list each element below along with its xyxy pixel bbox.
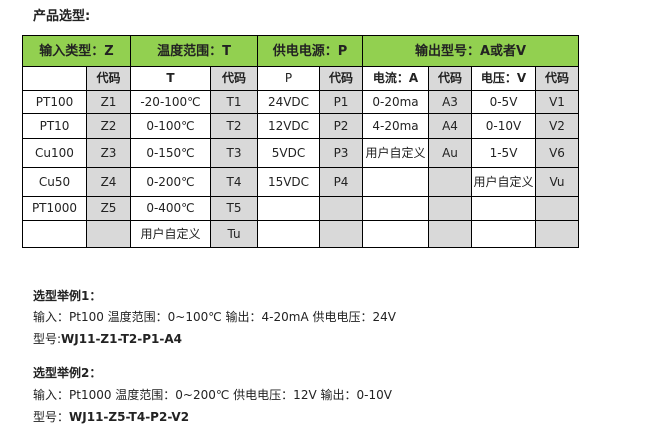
table-cell: T3 (210, 138, 258, 168)
table-cell: P1 (319, 90, 363, 114)
table-cell (319, 220, 363, 248)
subheader-cell: 代码 (319, 66, 363, 91)
table-cell: 0-100℃ (130, 113, 211, 139)
subheader-cell: P (257, 66, 320, 91)
subheader-cell: 电流：A (362, 66, 429, 91)
table-cell (471, 196, 536, 221)
table-cell (22, 220, 87, 248)
header-cell: 温度范围：T (130, 35, 258, 67)
table-cell: 0-150℃ (130, 138, 211, 168)
example-2-model: 型号：WJ11-Z5-T4-P2-V2 (33, 410, 190, 424)
table-cell: Z1 (86, 90, 131, 114)
subheader-row: 代码 T 代码 P 代码 电流：A 代码 电压：V 代码 (22, 66, 579, 91)
table-cell: 24VDC (257, 90, 320, 114)
table-cell: PT1000 (22, 196, 87, 221)
table-cell: P2 (319, 113, 363, 139)
table-cell: 0-400℃ (130, 196, 211, 221)
table-cell: PT100 (22, 90, 87, 114)
table-row: Cu50 Z4 0-200℃ T4 15VDC P4 用户自定义 Vu (22, 167, 579, 197)
table-cell: Au (428, 138, 472, 168)
table-row: PT100 Z1 -20-100℃ T1 24VDC P1 0-20ma A3 0-5V V1 (22, 90, 579, 114)
table-cell: A4 (428, 113, 472, 139)
table-cell: 用户自定义 (471, 167, 536, 197)
table-cell: Vu (535, 167, 579, 197)
table-row: 用户自定义 Tu (22, 220, 579, 248)
product-selection-table: 输入类型：Z 温度范围：T 供电电源：P 输出型号：A或者V 代码 T 代码 P 代码 电流：A 代… (22, 35, 579, 248)
table-cell: 0-200℃ (130, 167, 211, 197)
subheader-cell (22, 66, 87, 91)
table-row: PT10 Z2 0-100℃ T2 12VDC P2 4-20ma A4 0-10V V2 (22, 113, 579, 139)
table-cell: T4 (210, 167, 258, 197)
subheader-cell: 代码 (210, 66, 258, 91)
table-cell (428, 196, 472, 221)
table-cell (471, 220, 536, 248)
table-cell: Z4 (86, 167, 131, 197)
table-cell: T2 (210, 113, 258, 139)
example-1-description: 输入：Pt100 温度范围：0~100℃ 输出：4-20mA 供电电压：24V (33, 310, 396, 324)
table-cell: Z5 (86, 196, 131, 221)
table-cell: Cu100 (22, 138, 87, 168)
example-1-heading: 选型举例1： (33, 289, 102, 303)
table-cell: 12VDC (257, 113, 320, 139)
table-cell: -20-100℃ (130, 90, 211, 114)
header-row: 输入类型：Z 温度范围：T 供电电源：P 输出型号：A或者V (22, 35, 579, 67)
example-2-description: 输入：Pt1000 温度范围：0~200℃ 供电电压：12V 输出：0-10V (33, 388, 392, 402)
subheader-cell: 电压：V (471, 66, 536, 91)
table-row: PT1000 Z5 0-400℃ T5 (22, 196, 579, 221)
example-2-heading: 选型举例2： (33, 366, 102, 380)
table-cell: P3 (319, 138, 363, 168)
table-row: Cu100 Z3 0-150℃ T3 5VDC P3 用户自定义 Au 1-5V V6 (22, 138, 579, 168)
table-cell: 0-5V (471, 90, 536, 114)
table-cell: Tu (210, 220, 258, 248)
table-cell (257, 220, 320, 248)
table-cell: Z3 (86, 138, 131, 168)
header-cell: 输出型号：A或者V (362, 35, 579, 67)
subheader-cell: T (130, 66, 211, 91)
table-cell: 0-10V (471, 113, 536, 139)
subheader-cell: 代码 (86, 66, 131, 91)
table-cell: V6 (535, 138, 579, 168)
table-cell: Cu50 (22, 167, 87, 197)
table-cell: 5VDC (257, 138, 320, 168)
table-cell (428, 167, 472, 197)
table-cell: PT10 (22, 113, 87, 139)
table-cell (257, 196, 320, 221)
table-cell: V1 (535, 90, 579, 114)
header-cell: 输入类型：Z (22, 35, 131, 67)
table-cell (362, 196, 429, 221)
table-cell (86, 220, 131, 248)
table-cell (535, 220, 579, 248)
table-cell: T5 (210, 196, 258, 221)
subheader-cell: 代码 (535, 66, 579, 91)
example-1-model: 型号:WJ11-Z1-T2-P1-A4 (33, 332, 182, 346)
table-cell: T1 (210, 90, 258, 114)
header-cell: 供电电源：P (257, 35, 363, 67)
table-cell: 4-20ma (362, 113, 429, 139)
table-cell (362, 220, 429, 248)
table-cell: A3 (428, 90, 472, 114)
table-cell: P4 (319, 167, 363, 197)
table-cell (535, 196, 579, 221)
table-cell: 用户自定义 (130, 220, 211, 248)
table-cell (319, 196, 363, 221)
table-cell: 15VDC (257, 167, 320, 197)
table-cell (428, 220, 472, 248)
table-cell: 1-5V (471, 138, 536, 168)
table-cell (362, 167, 429, 197)
table-cell: 0-20ma (362, 90, 429, 114)
table-cell: V2 (535, 113, 579, 139)
section-title: 产品选型: (33, 9, 91, 24)
table-cell: 用户自定义 (362, 138, 429, 168)
subheader-cell: 代码 (428, 66, 472, 91)
table-cell: Z2 (86, 113, 131, 139)
